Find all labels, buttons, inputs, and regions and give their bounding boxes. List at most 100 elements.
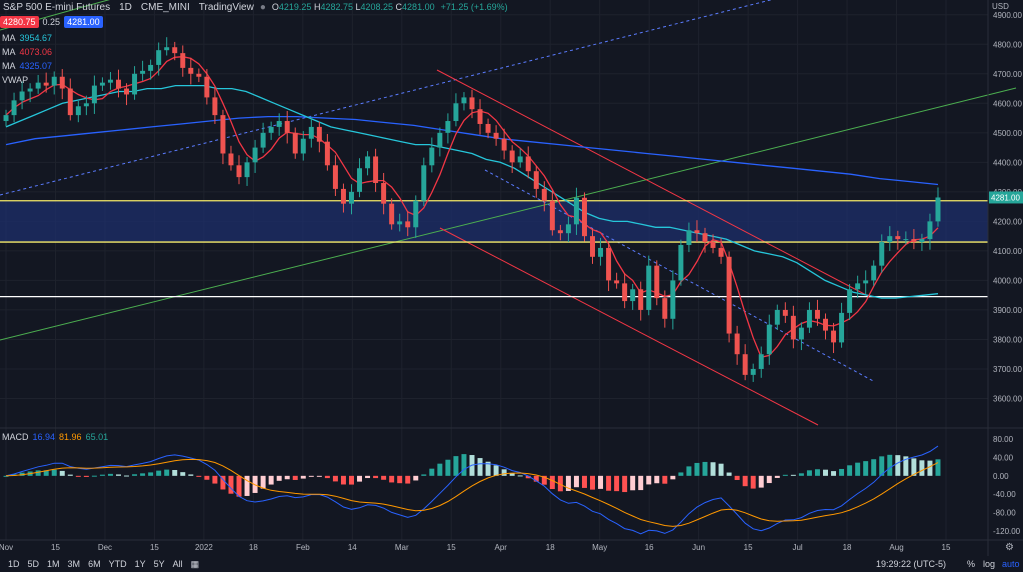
macd-histogram-bar [365,475,371,479]
timeframe-ytd[interactable]: YTD [108,559,127,569]
macd-histogram-bar [814,469,820,476]
x-tick-label: 15 [447,543,456,552]
macd-histogram-bar [236,475,242,497]
macd-histogram-bar [614,475,620,492]
macd-histogram-bar [220,475,226,490]
x-tick-label: 16 [645,543,654,552]
candle [308,126,314,139]
candle [501,138,507,151]
macd-histogram-bar [590,475,596,490]
macd-histogram-bar [493,465,499,476]
last-price-label: 4281.00 [991,193,1020,202]
buy-button[interactable]: 4281.00 [64,16,103,28]
candle [212,97,218,116]
indicator-ma-50[interactable]: MA 3954.67 [2,33,52,43]
macd-histogram-bar [662,475,668,484]
macd-histogram-bar [228,475,234,494]
candle [581,197,587,237]
candle [276,121,282,127]
candle [196,73,202,77]
log-toggle[interactable]: log [983,559,996,569]
macd-histogram-bar [196,475,202,477]
macd-histogram-bar [405,475,411,484]
interval[interactable]: 1D [119,1,132,13]
candle [373,156,379,184]
candle [180,53,186,68]
macd-histogram-bar [477,458,483,476]
macd-histogram-bar [598,475,604,489]
clock[interactable]: 19:29:22 (UTC-5) [875,559,946,569]
bottom-toolbar: 1D 5D 1M 3M 6M YTD 1Y 5Y All ▦ 19:29:22 … [0,556,1023,572]
eye-icon[interactable]: ● [259,1,266,13]
macd-histogram-bar [565,475,571,491]
candle [590,236,596,257]
candle [453,103,459,122]
macd-value: 16.94 [32,432,56,442]
macd-histogram-bar [485,461,491,476]
candle [461,97,467,104]
low-value: 4208.25 [360,2,394,12]
timeframe-3m[interactable]: 3M [67,559,81,569]
macd-histogram-bar [212,475,218,484]
macd-legend[interactable]: MACD 16.94 81.96 65.01 [2,432,108,442]
macd-histogram-bar [316,475,322,477]
candle [132,73,138,95]
candle [348,191,354,204]
macd-label: MACD [2,432,29,442]
y-tick-label: 4200.00 [993,217,1022,226]
macd-histogram-bar [373,475,379,479]
macd-histogram-bar [300,475,306,479]
x-tick-label: 18 [249,543,258,552]
candle [630,289,636,302]
channel-upper [436,69,871,298]
macd-histogram-bar [790,474,796,476]
candle [43,82,49,86]
x-tick-label: Feb [296,543,310,552]
macd-histogram-bar [260,475,266,489]
x-tick-label: 15 [744,543,753,552]
candle [116,79,121,89]
indicator-value: 3954.67 [19,33,53,43]
timeframe-5y[interactable]: 5Y [153,559,165,569]
candle [405,221,411,228]
candle [284,121,290,133]
candle [244,162,250,178]
macd-y-tick-label: 0.00 [993,472,1009,481]
candle [887,236,893,243]
candle [381,183,387,204]
currency-label[interactable]: USD [992,2,1009,11]
candle [83,103,89,107]
calendar-icon[interactable]: ▦ [190,558,200,569]
indicator-vwap[interactable]: VWAP [2,75,28,85]
candle [148,64,154,71]
candle [220,115,226,154]
timeframe-1m[interactable]: 1M [47,559,60,569]
timeframe-1d[interactable]: 1D [8,559,20,569]
indicator-ma-200[interactable]: MA 4325.07 [2,61,52,71]
macd-histogram-bar [758,475,764,488]
timeframe-1y[interactable]: 1Y [134,559,146,569]
symbol-name[interactable]: S&P 500 E-mini Futures [3,1,111,13]
sell-button[interactable]: 4280.75 [0,16,39,28]
candle [268,126,274,133]
auto-toggle[interactable]: auto [1002,559,1020,569]
candle [614,280,620,284]
macd-y-tick-label: -40.00 [993,490,1016,499]
y-tick-label: 4800.00 [993,40,1022,49]
candle [895,236,901,240]
candle [734,333,740,355]
signal-value: 81.96 [59,432,82,442]
timeframe-6m[interactable]: 6M [88,559,101,569]
y-tick-label: 3800.00 [993,335,1022,344]
indicator-ma-20[interactable]: MA 4073.06 [2,47,52,57]
candle [3,115,9,122]
macd-histogram-bar [501,469,507,476]
macd-histogram-bar [831,471,837,476]
timeframe-all[interactable]: All [172,559,183,569]
macd-y-tick-label: -80.00 [993,509,1016,518]
change-value: +71.25 (+1.69%) [440,2,508,12]
grid [0,0,988,540]
percent-toggle[interactable]: % [967,559,976,569]
timeframe-5d[interactable]: 5D [27,559,40,569]
